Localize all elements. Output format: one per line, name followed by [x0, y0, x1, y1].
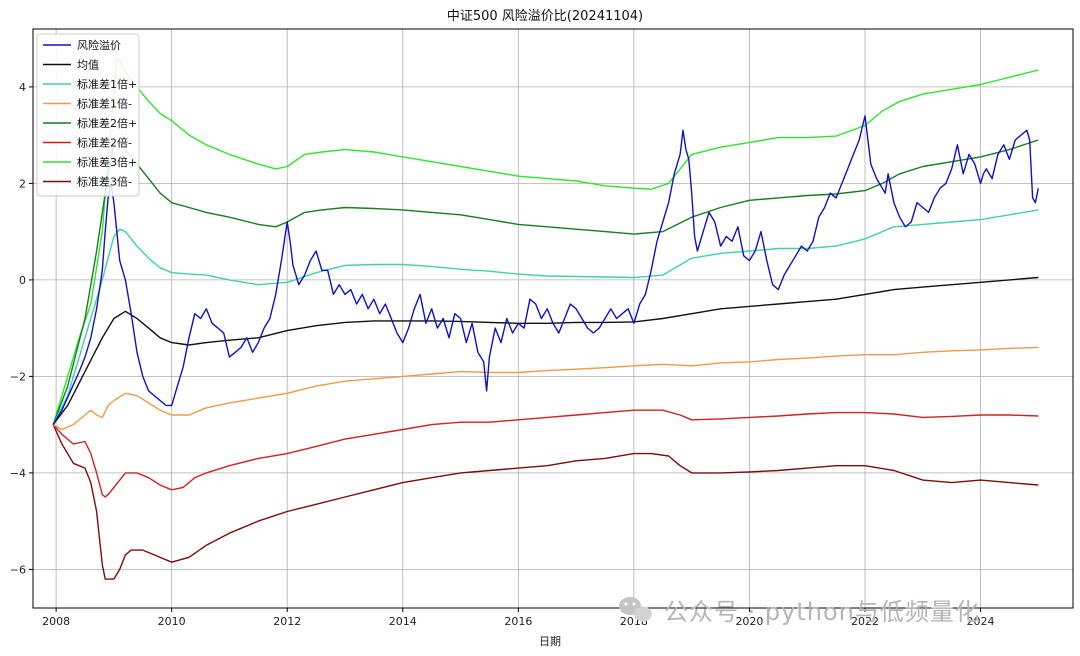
x-tick-label: 2012: [273, 615, 301, 628]
plot-area-frame: [32, 28, 1074, 609]
series-line-0: [52, 115, 1039, 425]
x-axis-label: 日期: [539, 635, 561, 648]
legend-label: 均值: [77, 59, 99, 72]
x-tick-label: 2020: [735, 615, 763, 628]
legend-label: 标准差2倍+: [77, 116, 137, 130]
series-lines: [52, 57, 1039, 580]
legend-box: [36, 33, 140, 197]
series-line-1: [52, 276, 1039, 426]
series-line-7: [52, 424, 1039, 580]
x-tick-label: 2024: [967, 615, 995, 628]
legend-label: 标准差3倍-: [77, 175, 132, 189]
y-tick-label: 4: [19, 81, 26, 94]
x-axis-ticks: 2008 2010 2012 2014 2016 2018 2020 2022 2024: [42, 608, 995, 628]
grid: [33, 29, 1073, 608]
legend-label: 标准差1倍+: [77, 77, 137, 91]
watermark: 公众号 · python与低频量化: [619, 597, 980, 626]
watermark-text: 公众号 · python与低频量化: [664, 598, 980, 626]
x-tick-label: 2022: [851, 615, 879, 628]
legend-label: 标准差3倍+: [77, 155, 137, 169]
series-line-3: [52, 346, 1039, 431]
x-tick-label: 2008: [42, 615, 70, 628]
y-axis-ticks: −6 −4 −2 0 2 4: [10, 81, 33, 576]
legend-label: 标准差1倍-: [77, 97, 132, 111]
legend-label: 风险溢价: [77, 38, 121, 52]
x-tick-label: 2014: [389, 615, 417, 628]
y-tick-label: 0: [19, 274, 26, 287]
wechat-icon: [619, 597, 652, 622]
series-line-5: [52, 409, 1039, 498]
chart-title: 中证500 风险溢价比(20241104): [447, 9, 643, 24]
legend-label: 标准差2倍-: [77, 136, 132, 150]
series-line-6: [52, 57, 1039, 425]
x-tick-label: 2010: [158, 615, 186, 628]
x-tick-label: 2016: [504, 615, 532, 628]
y-tick-label: −6: [10, 563, 26, 576]
series-line-2: [52, 209, 1039, 425]
y-tick-label: −4: [10, 467, 26, 480]
y-tick-label: 2: [19, 177, 26, 190]
y-tick-label: −2: [10, 370, 26, 383]
